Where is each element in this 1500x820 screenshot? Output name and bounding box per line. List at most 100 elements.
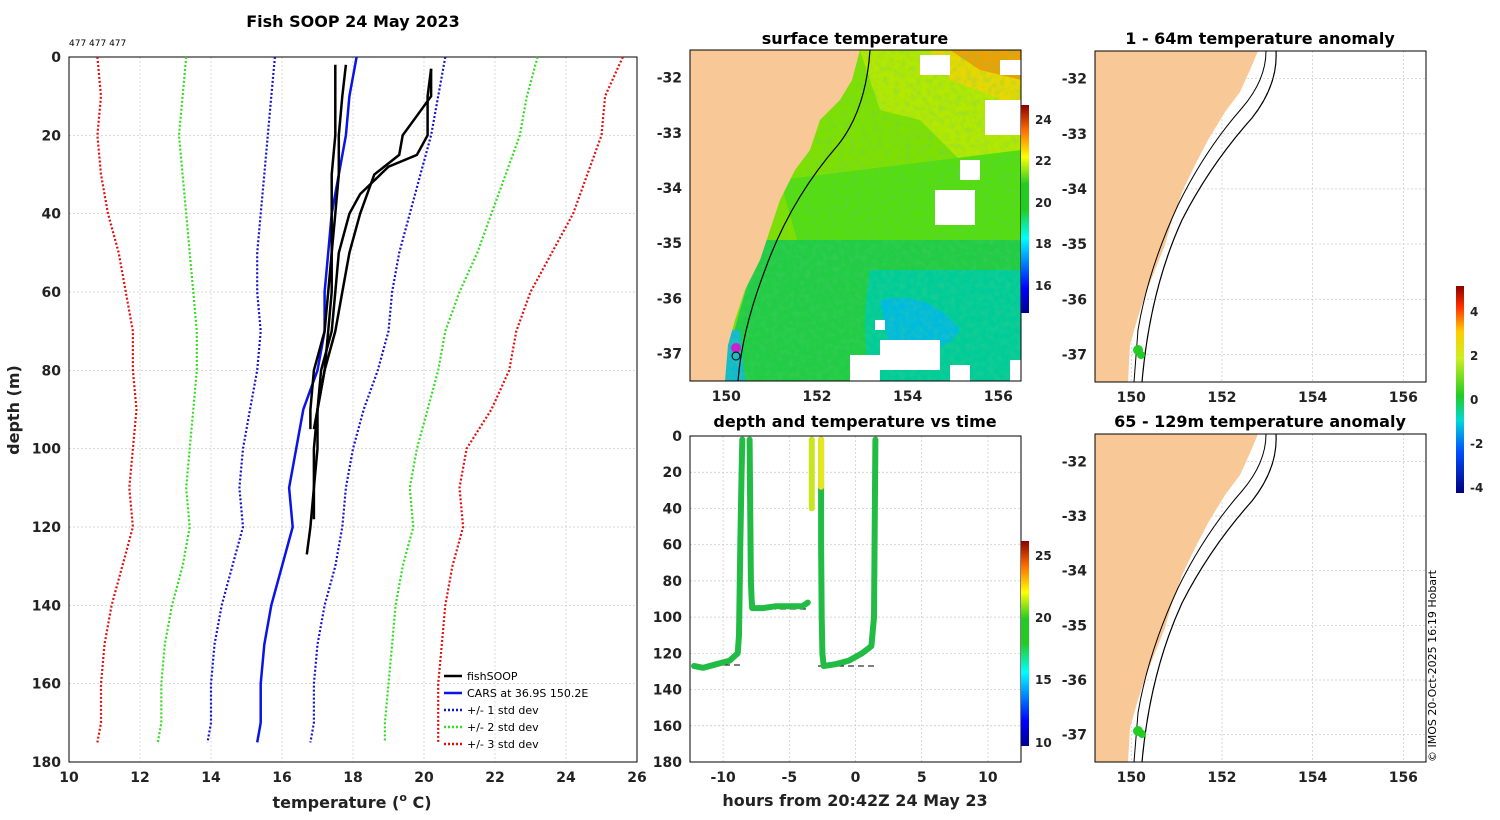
profile-panel: Fish SOOP 24 May 2023 477 477 477 10 12 … [4, 12, 647, 812]
anomaly-shallow-title: 1 - 64m temperature anomaly [1125, 29, 1395, 48]
map-ytick: -36 [1062, 673, 1087, 689]
anomaly-marker [1137, 351, 1145, 359]
profile-ticks: 10 12 14 16 18 20 22 24 26 0 20 40 60 80… [32, 50, 647, 786]
shelf-contour [1141, 433, 1277, 763]
time-series-panel: depth and temperature vs time -10 -5 0 5… [653, 412, 1052, 810]
profile-ytick: 180 [32, 755, 61, 771]
anomaly-deep-ticks: 150 152 154 156 -32 -33 -34 -35 -36 -37 [1062, 454, 1418, 786]
surface-title: surface temperature [762, 29, 949, 48]
map-ytick: -34 [1062, 182, 1088, 198]
anomaly-shallow-ticks: 150 152 154 156 -32 -33 -34 -35 -36 -37 [1062, 72, 1418, 406]
map-xtick: 152 [802, 389, 831, 405]
colorbar-tick: 18 [1035, 237, 1052, 251]
colorbar-tick: 24 [1035, 113, 1052, 127]
map-ytick: -32 [1062, 72, 1087, 88]
profile-xtick: 18 [343, 770, 362, 786]
series-line [383, 56, 539, 743]
time-colorbar [1021, 541, 1029, 746]
sst-colorbar [1021, 105, 1029, 313]
anomaly-shallow-frame [1094, 50, 1427, 383]
map-ytick: -35 [1062, 237, 1087, 253]
colorbar-tick: 0 [1470, 393, 1478, 407]
colorbar-tick: 25 [1035, 549, 1052, 563]
profile-xtick: 20 [414, 770, 434, 786]
colorbar-tick: 20 [1035, 196, 1052, 210]
legend-label: +/- 3 std dev [467, 738, 539, 751]
profile-series-group [96, 56, 624, 743]
time-ytick: 180 [653, 755, 682, 771]
profile-axes-frame [68, 56, 638, 763]
series-line [96, 56, 138, 743]
land [690, 50, 860, 381]
shelf-contour [1141, 50, 1277, 383]
colorbar-tick: -4 [1470, 481, 1483, 495]
profile-ytick: 20 [42, 128, 62, 144]
profile-ytick: 120 [32, 520, 61, 536]
cars-location-marker [731, 351, 741, 361]
profile-ytick: 0 [51, 50, 61, 66]
time-xtick: 10 [978, 770, 998, 786]
map-ytick: -36 [657, 291, 682, 307]
map-xtick: 154 [1298, 390, 1327, 406]
profile-xtick: 12 [130, 770, 149, 786]
time-ytick: 120 [653, 646, 682, 662]
surface-map [690, 50, 1021, 381]
map-ytick: -32 [1062, 454, 1087, 470]
colorbar-tick: 4 [1470, 305, 1478, 319]
time-ticks: -10 -5 0 5 10 0 20 40 60 80 100 120 140 … [653, 429, 998, 786]
time-xtick: -10 [710, 770, 736, 786]
map-ytick: -32 [657, 71, 682, 87]
time-xtick: 0 [851, 770, 861, 786]
anomaly-colorbar: 4 2 0 -2 -4 [1456, 286, 1483, 495]
time-ytick: 60 [663, 538, 683, 554]
legend-label: +/- 1 std dev [467, 704, 539, 717]
series-line [156, 56, 198, 743]
series-line [305, 68, 433, 555]
cast-track [818, 436, 879, 669]
map-ytick: -37 [657, 346, 682, 362]
anomaly-deep-title: 65 - 129m temperature anomaly [1114, 412, 1406, 431]
series-line [309, 56, 447, 743]
profile-xlabel: temperature (o C) [272, 791, 431, 812]
profile-grid [68, 56, 638, 763]
cloud-mask [850, 55, 1021, 381]
legend-label: +/- 2 std dev [467, 721, 539, 734]
profile-ytick: 40 [42, 207, 62, 223]
map-xtick: 150 [1117, 770, 1146, 786]
colorbar-tick: 2 [1470, 349, 1478, 363]
map-xtick: 152 [1207, 390, 1236, 406]
time-ytick: 160 [653, 719, 682, 735]
anomaly-colorbar-ramp [1456, 286, 1464, 493]
profile-ytick: 80 [42, 363, 62, 379]
map-xtick: 154 [893, 389, 922, 405]
legend-label: CARS at 36.9S 150.2E [467, 687, 588, 700]
series-line [312, 68, 433, 520]
map-xtick: 150 [712, 389, 741, 405]
time-ytick: 140 [653, 683, 682, 699]
credit-text: © IMOS 20-Oct-2025 16:19 Hobart [1426, 569, 1439, 762]
colorbar-tick: 16 [1035, 279, 1052, 293]
anomaly-marker [1138, 730, 1146, 738]
series-line [437, 56, 624, 743]
anomaly-deep-frame [1094, 433, 1427, 763]
cast-track-group [691, 436, 879, 671]
coastline [1133, 50, 1267, 383]
profile-ylabel: depth (m) [4, 365, 23, 455]
map-ytick: -34 [1062, 564, 1088, 580]
time-ytick: 80 [663, 574, 683, 590]
profile-xtick: 22 [485, 770, 504, 786]
colorbar-tick: 20 [1035, 611, 1052, 625]
map-ytick: -34 [657, 181, 683, 197]
series-line [206, 56, 276, 743]
time-xlabel: hours from 20:42Z 24 May 23 [722, 791, 987, 810]
profile-ytick: 140 [32, 598, 61, 614]
time-ytick: 100 [653, 610, 682, 626]
cast-track [746, 436, 811, 612]
profile-xtick: 16 [272, 770, 291, 786]
colorbar-tick: 10 [1035, 736, 1052, 750]
coastline [1133, 433, 1267, 763]
cast-track [691, 436, 746, 671]
series-line [255, 56, 358, 743]
map-xtick: 156 [984, 389, 1013, 405]
